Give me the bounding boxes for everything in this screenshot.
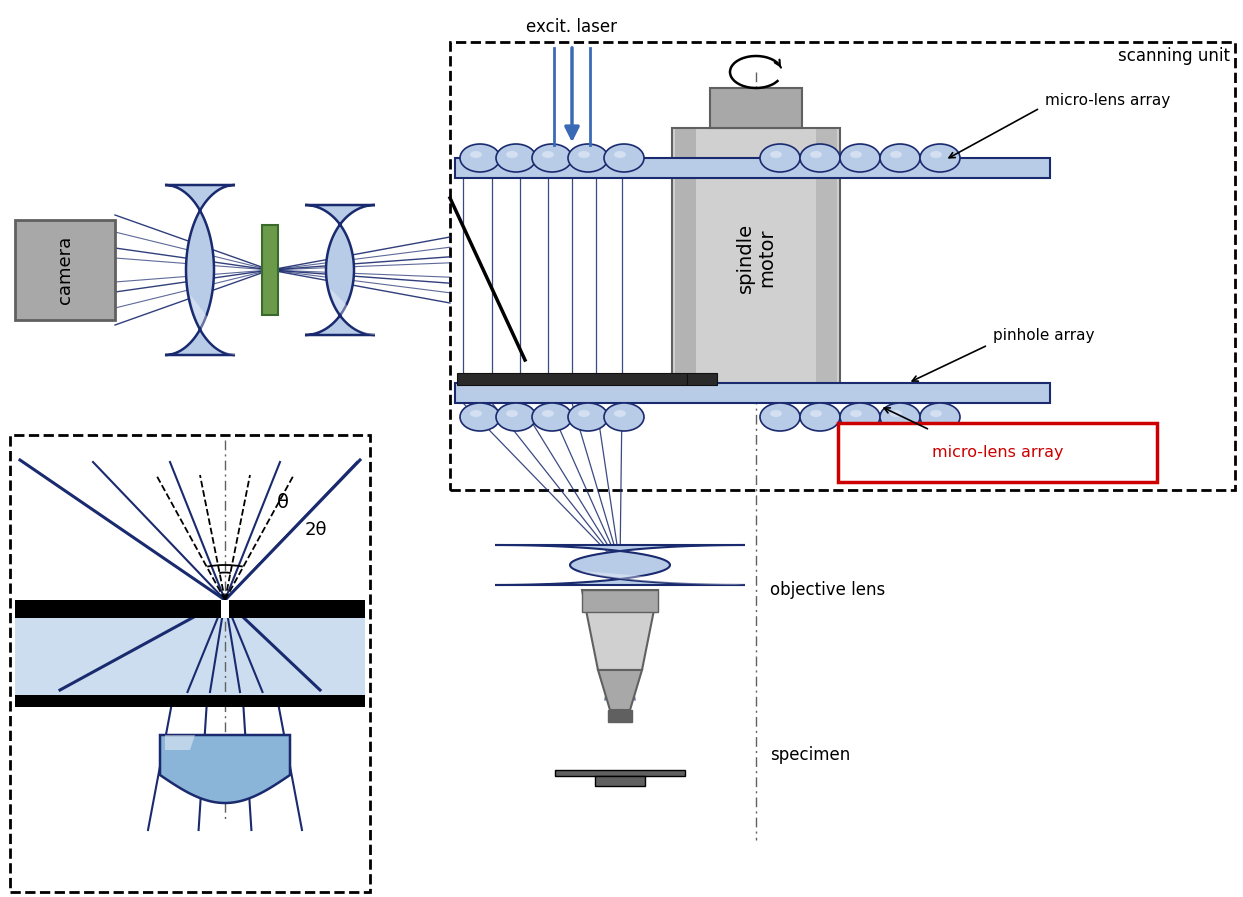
Ellipse shape	[759, 403, 800, 431]
Polygon shape	[598, 670, 641, 710]
Ellipse shape	[460, 144, 500, 172]
Polygon shape	[160, 735, 290, 803]
Ellipse shape	[880, 403, 920, 431]
Bar	[672, 128, 840, 388]
Bar	[10, 435, 370, 892]
Polygon shape	[190, 294, 237, 355]
Bar	[262, 225, 278, 315]
Text: micro-lens array: micro-lens array	[932, 445, 1063, 460]
Bar	[457, 373, 687, 385]
Bar	[15, 600, 365, 618]
Ellipse shape	[578, 151, 590, 158]
Text: spindle
motor: spindle motor	[736, 223, 777, 293]
Polygon shape	[331, 289, 377, 335]
Text: objective lens: objective lens	[769, 581, 885, 599]
Ellipse shape	[850, 151, 861, 158]
Ellipse shape	[470, 151, 482, 158]
Text: specimen: specimen	[769, 746, 850, 764]
Ellipse shape	[840, 403, 880, 431]
Ellipse shape	[470, 410, 482, 417]
Ellipse shape	[800, 403, 840, 431]
Ellipse shape	[506, 410, 518, 417]
Bar	[817, 128, 837, 388]
Bar	[455, 158, 1050, 178]
Ellipse shape	[920, 144, 960, 172]
Ellipse shape	[542, 410, 554, 417]
Ellipse shape	[460, 403, 500, 431]
Bar	[221, 600, 229, 618]
Bar	[455, 383, 1050, 403]
Bar	[710, 88, 802, 128]
Ellipse shape	[890, 151, 902, 158]
Bar	[450, 42, 1236, 490]
Bar	[595, 776, 645, 786]
Ellipse shape	[890, 410, 902, 417]
Bar	[556, 770, 685, 776]
Text: scanning unit: scanning unit	[1117, 47, 1231, 65]
Polygon shape	[495, 545, 745, 585]
Ellipse shape	[614, 151, 626, 158]
Polygon shape	[305, 205, 375, 335]
Ellipse shape	[930, 151, 942, 158]
FancyBboxPatch shape	[838, 423, 1157, 482]
Ellipse shape	[759, 144, 800, 172]
Ellipse shape	[930, 410, 942, 417]
Ellipse shape	[769, 410, 782, 417]
Ellipse shape	[920, 403, 960, 431]
Ellipse shape	[810, 151, 822, 158]
Ellipse shape	[496, 403, 536, 431]
Ellipse shape	[568, 144, 608, 172]
Text: excit. laser: excit. laser	[527, 18, 618, 36]
Ellipse shape	[769, 151, 782, 158]
Ellipse shape	[614, 410, 626, 417]
Ellipse shape	[506, 151, 518, 158]
Ellipse shape	[496, 144, 536, 172]
Bar	[687, 373, 717, 385]
Ellipse shape	[850, 410, 861, 417]
Bar	[608, 710, 631, 722]
Ellipse shape	[542, 151, 554, 158]
Bar	[15, 695, 365, 707]
Ellipse shape	[568, 403, 608, 431]
Ellipse shape	[532, 403, 572, 431]
Ellipse shape	[880, 144, 920, 172]
Bar	[15, 618, 365, 695]
Ellipse shape	[800, 144, 840, 172]
Polygon shape	[165, 185, 235, 355]
Polygon shape	[579, 570, 747, 585]
Text: micro-lens array: micro-lens array	[1045, 92, 1170, 108]
Ellipse shape	[810, 410, 822, 417]
Ellipse shape	[604, 403, 644, 431]
Text: pinhole array: pinhole array	[993, 327, 1095, 343]
Polygon shape	[165, 735, 195, 750]
Bar	[15, 220, 116, 320]
Polygon shape	[582, 590, 658, 670]
Ellipse shape	[604, 144, 644, 172]
Bar	[675, 128, 696, 388]
Text: camera: camera	[56, 236, 75, 304]
Text: 2θ: 2θ	[305, 521, 327, 539]
Ellipse shape	[532, 144, 572, 172]
Text: θ: θ	[277, 492, 290, 511]
Ellipse shape	[840, 144, 880, 172]
Ellipse shape	[578, 410, 590, 417]
Bar	[582, 590, 658, 612]
